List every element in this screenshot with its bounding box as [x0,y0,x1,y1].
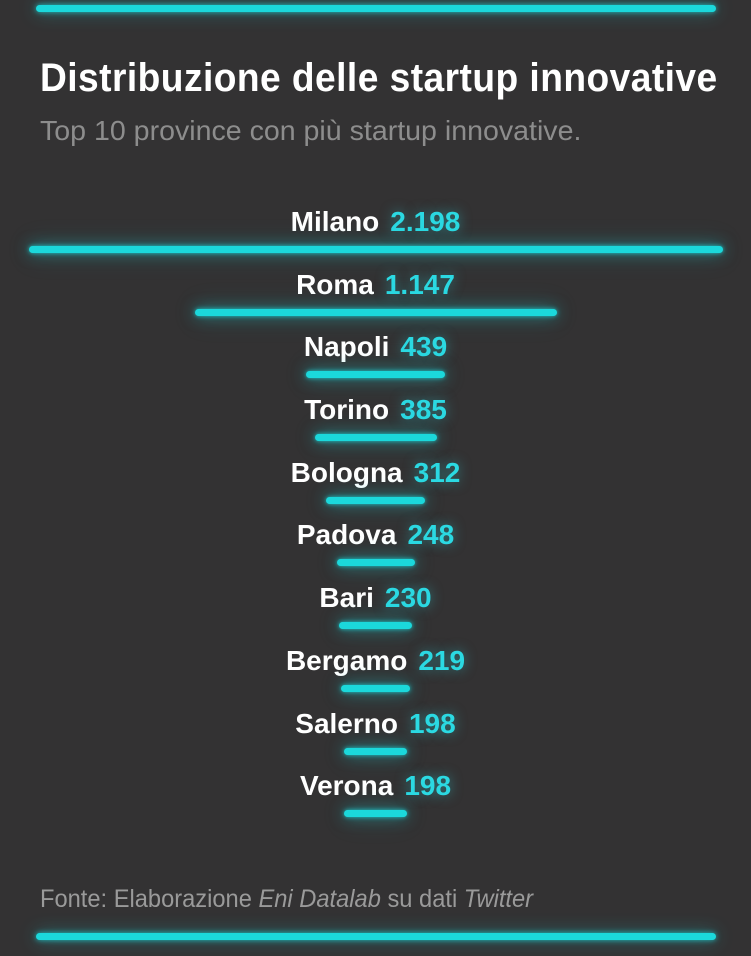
source-note-middle: su dati [380,885,464,913]
province-name: Napoli [303,331,390,363]
bar [28,246,723,253]
bar [344,810,407,818]
province-name: Bari [319,582,374,614]
bottom-accent-bar [35,933,716,940]
province-value: 198 [404,770,452,802]
chart-row: Torino 385 [0,393,751,456]
bar-label: Torino 385 [304,393,447,427]
footer: Fonte: Elaborazione Eni Datalab su dati … [40,884,561,914]
bar-label: Bari 230 [319,581,431,615]
chart-row: Milano 2.198 [0,205,751,268]
bar [314,434,437,442]
chart-row: Roma 1.147 [0,268,751,331]
chart-row: Bologna 312 [0,456,751,519]
page-title: Distribuzione delle startup innovative [40,56,718,100]
province-name: Bologna [290,456,403,488]
bar-label: Napoli 439 [304,330,447,364]
bar-chart: Milano 2.198 Roma 1.147 Napoli 439 Torin… [0,205,751,832]
province-value: 2.198 [390,206,461,237]
source-note: Fonte: Elaborazione Eni Datalab su dati … [40,884,533,914]
province-value: 1.147 [384,268,455,300]
bar [326,496,425,504]
province-value: 312 [413,456,461,488]
chart-row: Padova 248 [0,518,751,581]
source-note-prefix: Fonte: Elaborazione [40,885,259,913]
chart-row: Napoli 439 [0,330,751,393]
province-name: Bergamo [285,644,408,676]
bar-label: Bologna 312 [291,456,461,490]
chart-row: Bergamo 219 [0,644,751,707]
top-accent-bar [35,5,716,12]
province-name: Milano [290,206,380,237]
province-value: 439 [400,331,448,363]
bar [336,559,415,567]
source-platform: Twitter [463,885,534,913]
province-name: Roma [296,268,374,300]
bar [344,747,407,755]
province-name: Verona [299,770,394,802]
bar-label: Roma 1.147 [296,268,455,302]
province-name: Torino [304,394,390,426]
province-value: 198 [408,707,456,739]
source-name: Eni Datalab [258,885,381,913]
province-value: 219 [418,644,466,676]
bar-label: Milano 2.198 [291,205,461,239]
chart-row: Verona 198 [0,769,751,832]
bar-label: Salerno 198 [295,707,455,741]
province-name: Salerno [295,707,398,739]
bar-label: Verona 198 [300,769,451,803]
province-value: 230 [384,582,432,614]
header: Distribuzione delle startup innovative T… [0,0,751,147]
bar-label: Padova 248 [297,518,454,552]
chart-row: Bari 230 [0,581,751,644]
bar [306,371,445,379]
bar [194,308,557,316]
bar [341,684,410,692]
bar-label: Bergamo 219 [286,644,465,678]
province-value: 385 [400,394,447,426]
bar [339,622,412,630]
chart-row: Salerno 198 [0,707,751,770]
province-value: 248 [407,519,455,551]
province-name: Padova [296,519,397,551]
page-subtitle: Top 10 province con più startup innovati… [40,115,582,146]
